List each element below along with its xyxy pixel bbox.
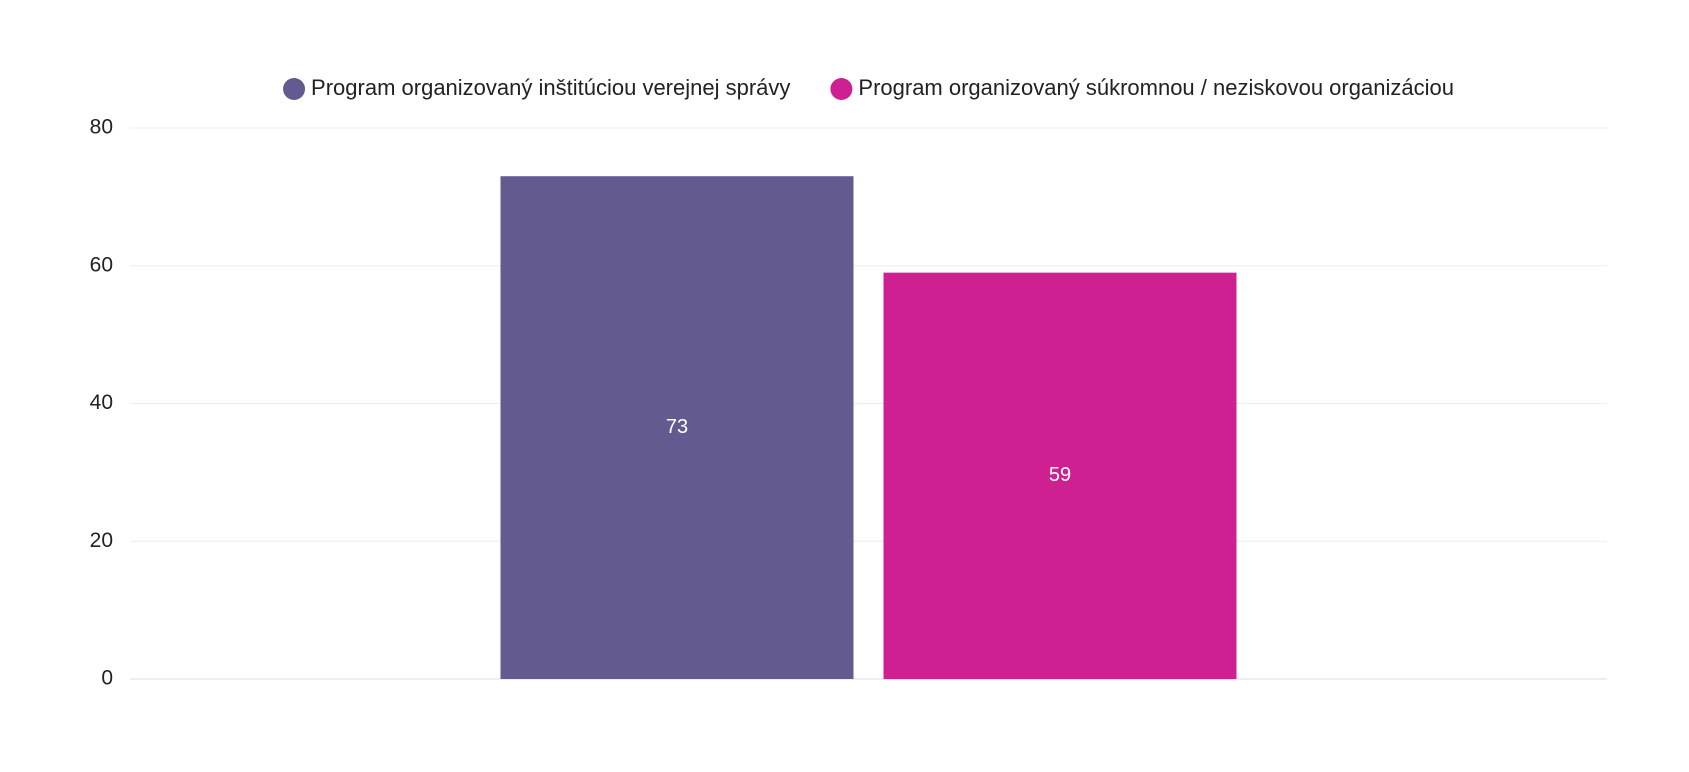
y-tick-label: 20: [90, 529, 113, 552]
legend-label: Program organizovaný súkromnou / nezisko…: [858, 75, 1454, 100]
legend-label: Program organizovaný inštitúciou verejne…: [311, 75, 790, 100]
legend: Program organizovaný inštitúciou verejne…: [283, 75, 1454, 100]
y-tick-label: 40: [90, 391, 113, 414]
bar: [500, 176, 854, 679]
value-label: 59: [1049, 464, 1071, 486]
y-tick-label: 80: [90, 116, 113, 139]
value-label: 73: [666, 416, 688, 438]
bar: [883, 272, 1237, 679]
y-tick-label: 60: [90, 253, 113, 276]
legend-marker: [283, 78, 306, 100]
legend-marker: [830, 78, 853, 100]
y-tick-label: 0: [101, 667, 113, 690]
